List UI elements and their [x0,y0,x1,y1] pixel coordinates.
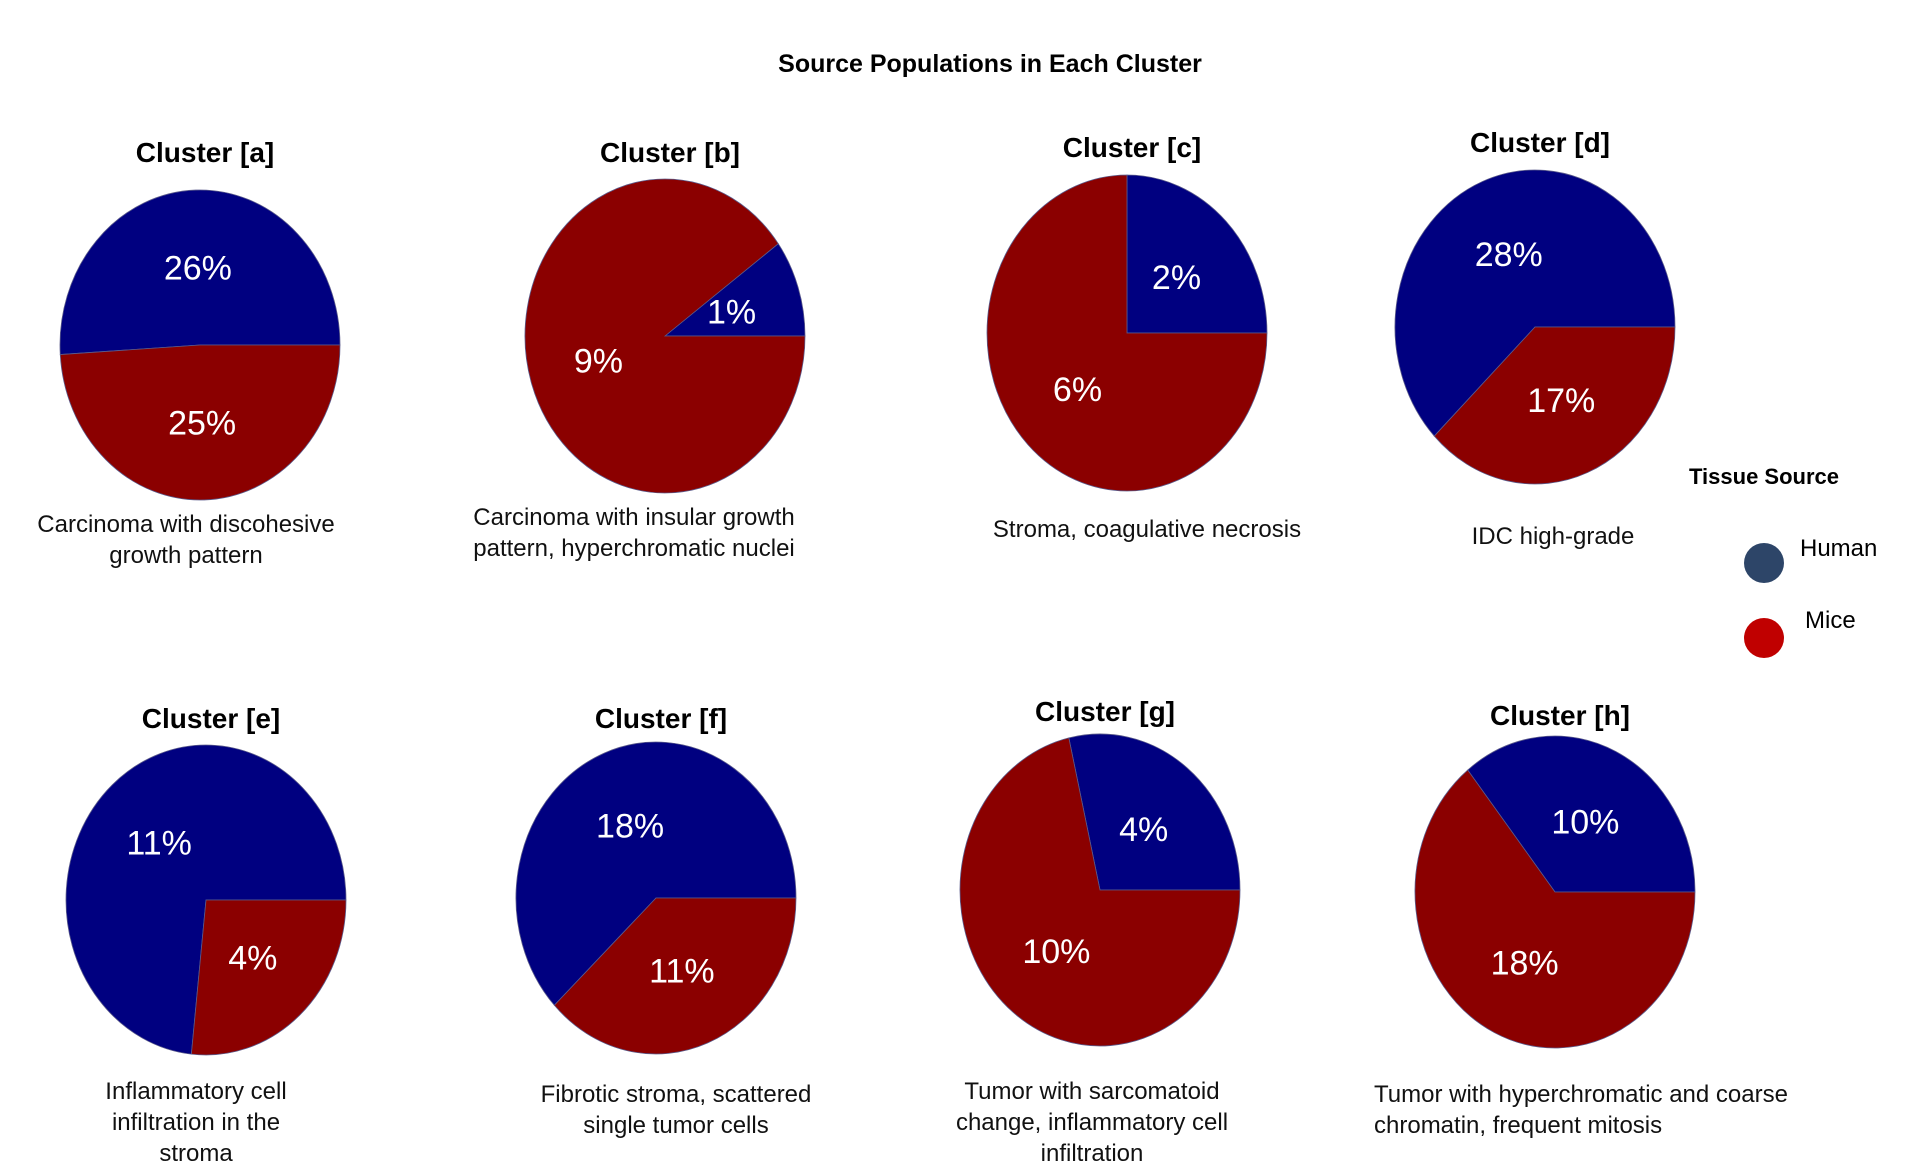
panel-caption-line: single tumor cells [583,1112,768,1139]
slice-label-human: 28% [1475,236,1543,274]
panel-title: Cluster [c] [1063,132,1201,163]
pie-slice-human [1467,735,1696,893]
chart-title: Source Populations in Each Cluster [778,50,1202,78]
panel-caption-line: stroma [159,1140,233,1162]
pie-panel: Cluster [c] 2% 6% Stroma, coagulative necro… [986,132,1301,543]
panel-caption-line: Stroma, coagulative necrosis [993,516,1301,543]
pie-panel: Cluster [b] 1% 9% Carcinoma with insular gr… [473,137,806,562]
panel-caption-line: growth pattern [109,542,262,569]
pie-panel: Cluster [e] 11% 4% Inflammatory cell infiltr… [65,703,347,1162]
pie-slice-mice [553,897,797,1055]
pie-panel: Cluster [f] 18% 11% Fibrotic stroma, scatte… [515,703,812,1139]
pie-slice-human [515,741,797,1006]
pie-panel: Cluster [d] 28% 17% IDC high-grade [1394,127,1676,550]
pie-slice-human [1126,174,1268,334]
pie-slice-mice [524,178,806,494]
pie-slice-human [663,243,806,337]
panel-caption-line: infiltration in the [112,1109,280,1136]
panel-caption-line: Carcinoma with discohesive [37,511,334,538]
panel-caption-line: Tumor with hyperchromatic and coarse [1374,1081,1788,1108]
panel-caption-line: Tumor with sarcomatoid [964,1078,1219,1105]
pie-slice-mice [190,899,347,1056]
slice-label-mice: 6% [1053,371,1102,409]
panel-title: Cluster [g] [1035,696,1175,727]
slice-label-human: 10% [1551,804,1619,842]
panel-caption-line: change, inflammatory cell [956,1109,1228,1136]
pie-panel: Cluster [h] 10% 18% Tumor with hyperchromat… [1374,700,1788,1139]
slice-label-human: 2% [1152,259,1201,297]
slice-label-human: 26% [164,250,232,288]
slice-label-human: 4% [1119,811,1168,849]
legend-swatch-mice [1744,618,1784,658]
panel-caption-line: chromatin, frequent mitosis [1374,1112,1662,1139]
slice-label-mice: 4% [228,940,277,978]
panel-title: Cluster [e] [142,703,280,734]
pie-slice-mice [1433,326,1676,485]
slice-label-human: 11% [126,824,192,862]
slice-label-mice: 25% [168,404,236,442]
legend-label-human: Human [1800,535,1877,562]
pie-slice-mice [59,344,341,501]
panel-title: Cluster [d] [1470,127,1610,158]
legend-label-mice: Mice [1805,607,1856,634]
legend-swatch-human [1744,543,1784,583]
panel-title: Cluster [a] [136,137,274,168]
panel-caption-line: pattern, hyperchromatic nuclei [473,535,795,562]
panel-caption-line: Fibrotic stroma, scattered [541,1081,812,1108]
panel-caption-line: infiltration [1041,1140,1144,1162]
slice-label-human: 1% [707,294,756,332]
pie-slice-human [1394,169,1676,437]
pie-slice-mice [986,174,1268,492]
slice-label-mice: 10% [1022,933,1090,971]
panel-caption-line: Inflammatory cell [105,1078,286,1105]
pie-slice-mice [1414,769,1696,1049]
slice-label-mice: 11% [649,952,715,990]
slice-label-human: 18% [596,808,664,846]
panel-caption-line: IDC high-grade [1472,523,1635,550]
panel-title: Cluster [b] [600,137,740,168]
pie-slice-mice [959,737,1241,1047]
pie-slice-human [59,189,341,355]
panel-title: Cluster [h] [1490,700,1630,731]
slice-label-mice: 18% [1491,944,1559,982]
pie-panels: Cluster [a] 26% 25% Carcinoma with discohes… [37,127,1788,1162]
panel-caption-line: Carcinoma with insular growth [473,504,794,531]
pie-panel: Cluster [g] 4% 10% Tumor with sarcomatoid ch… [956,696,1241,1162]
panel-title: Cluster [f] [595,703,727,734]
pie-slice-human [1068,733,1241,891]
legend: Tissue Source Human Mice [1689,464,1877,658]
slice-label-mice: 17% [1527,382,1595,420]
pie-panel: Cluster [a] 26% 25% Carcinoma with discohes… [37,137,341,569]
legend-title: Tissue Source [1689,464,1839,489]
slice-label-mice: 9% [574,342,623,380]
